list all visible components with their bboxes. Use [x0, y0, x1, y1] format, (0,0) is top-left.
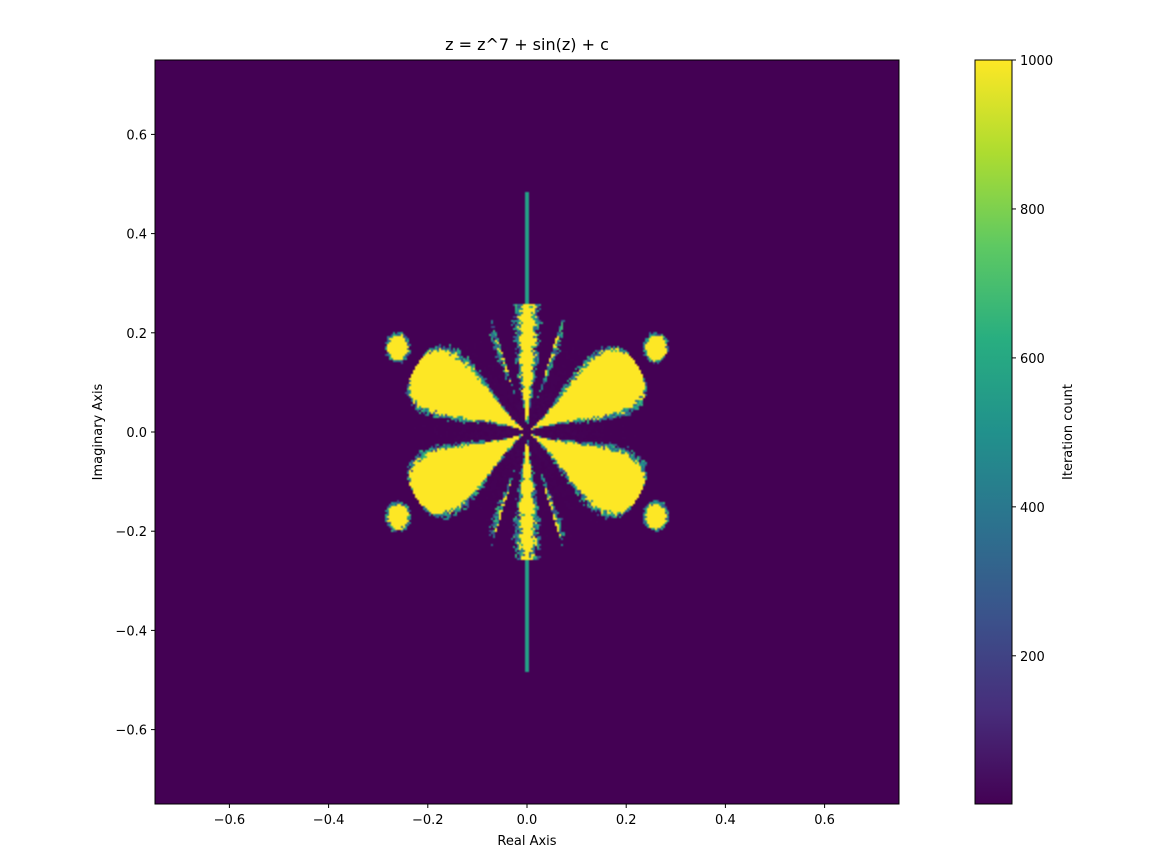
- x-tick-label: 0.6: [814, 813, 835, 828]
- colorbar-tick-label: 400: [1020, 501, 1045, 516]
- chart-title: z = z^7 + sin(z) + c: [445, 35, 609, 54]
- colorbar-tick-label: 1000: [1020, 54, 1053, 69]
- x-tick-label: 0.4: [715, 813, 736, 828]
- colorbar: 200 400 600 800 1000 Iteration count: [974, 54, 1076, 805]
- x-axis-ticks: −0.6 −0.4 −0.2 0.0 0.2 0.4 0.6: [214, 804, 835, 828]
- heatmap-image: [155, 60, 899, 804]
- colorbar-tick-label: 800: [1020, 203, 1045, 218]
- y-tick-label: −0.4: [115, 624, 147, 639]
- y-tick-label: 0.0: [126, 426, 147, 441]
- x-tick-label: −0.2: [412, 813, 444, 828]
- y-tick-label: 0.6: [126, 128, 147, 143]
- x-tick-label: −0.6: [214, 813, 246, 828]
- y-axis-ticks: −0.6 −0.4 −0.2 0.0 0.2 0.4 0.6: [115, 128, 155, 739]
- y-axis-label: Imaginary Axis: [91, 383, 106, 480]
- plot-area: [154, 59, 900, 805]
- y-tick-label: −0.2: [115, 525, 147, 540]
- x-tick-label: −0.4: [313, 813, 345, 828]
- colorbar-label: Iteration count: [1061, 384, 1076, 480]
- y-tick-label: 0.2: [126, 327, 147, 342]
- colorbar-tick-label: 600: [1020, 352, 1045, 367]
- x-tick-label: 0.0: [517, 813, 538, 828]
- colorbar-ticks: 200 400 600 800 1000: [1012, 54, 1053, 665]
- colorbar-tick-label: 200: [1020, 650, 1045, 665]
- y-tick-label: −0.6: [115, 724, 147, 739]
- x-axis-label: Real Axis: [497, 834, 556, 849]
- x-tick-label: 0.2: [616, 813, 637, 828]
- y-tick-label: 0.4: [126, 228, 147, 243]
- colorbar-gradient: [974, 59, 1013, 805]
